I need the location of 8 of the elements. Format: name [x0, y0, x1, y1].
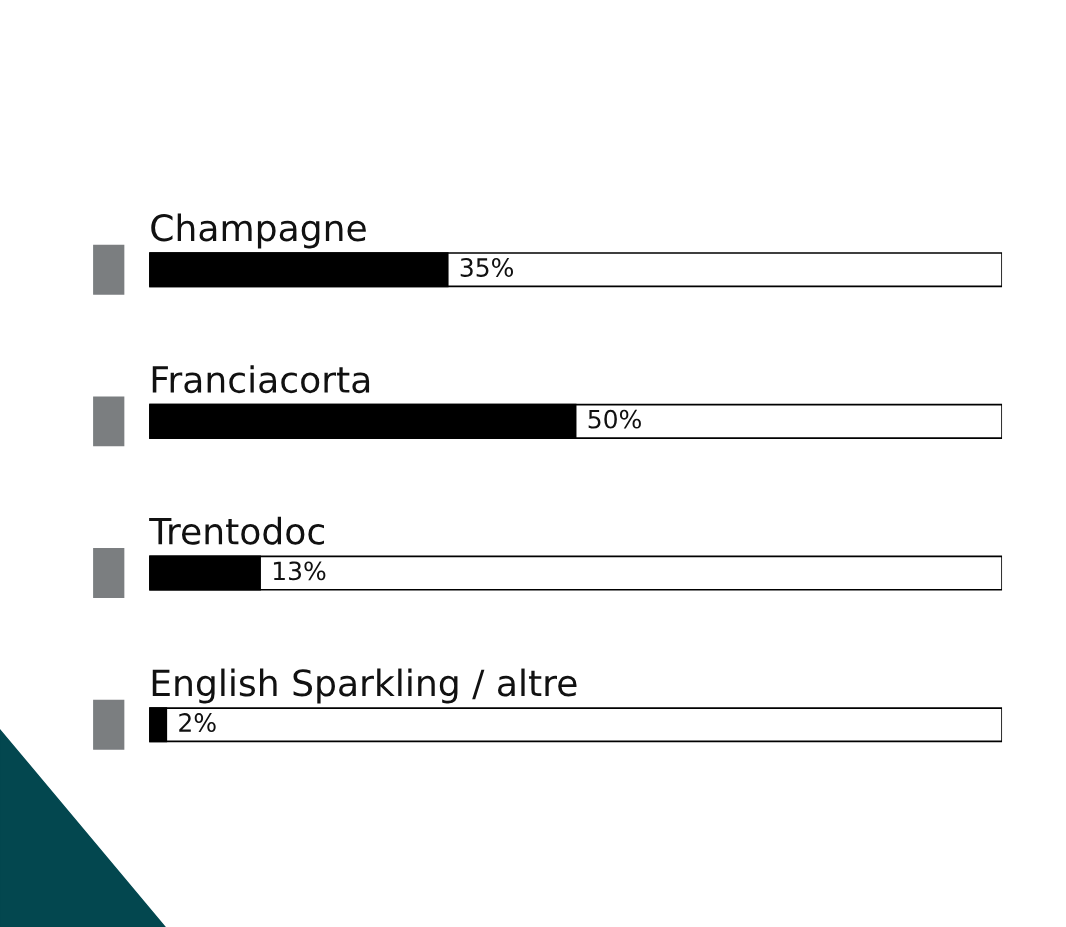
- data-label: 13%: [273, 561, 326, 581]
- data-label: 50%: [588, 409, 641, 429]
- data-label: 35%: [460, 258, 514, 277]
- data-label: 2%: [179, 713, 216, 732]
- y-tick-label: Champagne: [151, 213, 366, 249]
- y-tick-label: Trentodoc: [149, 516, 324, 545]
- y-tick-label: Franciacorta: [152, 365, 370, 394]
- y-tick-label: English Sparkling / altre: [152, 668, 577, 704]
